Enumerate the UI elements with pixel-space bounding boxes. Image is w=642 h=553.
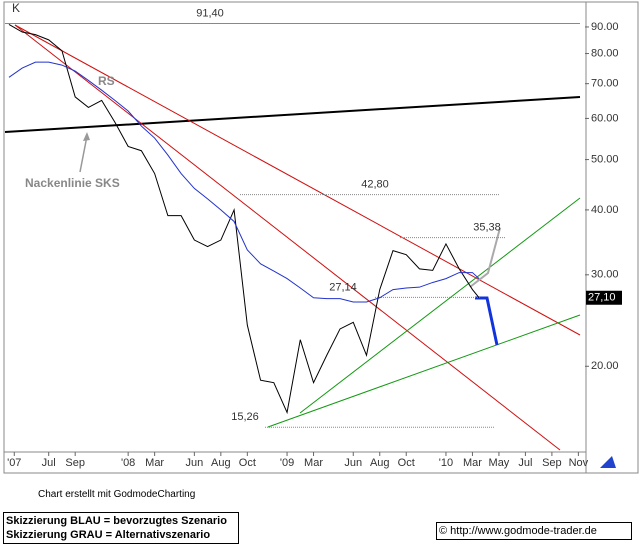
- y-tick-label: 50.00: [591, 153, 619, 165]
- x-tick-label: Sep: [542, 457, 562, 469]
- annotation: K: [12, 1, 20, 15]
- y-tick-label: 40.00: [591, 204, 619, 216]
- y-axis-band: [585, 1, 639, 474]
- y-tick-label: 80.00: [591, 47, 619, 59]
- level-label: 15,26: [231, 411, 259, 423]
- trend-line: [14, 24, 581, 336]
- legend-line: Skizzierung GRAU = Alternativszenario: [6, 529, 211, 541]
- neckline: [4, 96, 581, 133]
- x-tick-label: '07: [7, 457, 21, 469]
- x-tick-label: Mar: [463, 457, 482, 469]
- level-label: 35,38: [473, 222, 501, 234]
- x-tick-label: Jul: [42, 457, 56, 469]
- x-tick-label: Sep: [65, 457, 85, 469]
- plot-frame: [3, 1, 587, 453]
- icon: [600, 456, 616, 468]
- x-tick-label: Jun: [185, 457, 203, 469]
- x-tick-label: Jul: [518, 457, 532, 469]
- url: © http://www.godmode-trader.de: [436, 522, 632, 540]
- x-tick-label: Oct: [398, 457, 415, 469]
- y-tick-label: 20.00: [591, 360, 619, 372]
- y-tick-label: 30.00: [591, 269, 619, 281]
- y-tick-label: 90.00: [591, 21, 619, 33]
- x-tick-label: '10: [439, 457, 453, 469]
- x-tick-label: Aug: [211, 457, 231, 469]
- x-tick-label: May: [489, 457, 510, 469]
- y-tick-label: 70.00: [591, 78, 619, 90]
- x-tick-label: '08: [121, 457, 135, 469]
- trend-lines: [4, 22, 616, 468]
- annotation: RS: [98, 74, 115, 88]
- trend-line: [299, 197, 581, 414]
- arrow-head: [83, 132, 90, 141]
- x-tick-label: '09: [280, 457, 294, 469]
- credit: Chart erstellt mit GodmodeCharting: [38, 489, 196, 500]
- alt-scenario: [469, 227, 501, 288]
- price-line: [8, 24, 480, 415]
- chart: 20.00 30.00 40.00 50.00 60.00 70.00 80.00 90.00…: [3, 1, 639, 474]
- price-line: [8, 61, 480, 303]
- x-tick-label: Oct: [239, 457, 256, 469]
- x-tick-label: Jun: [344, 457, 362, 469]
- y-tick-label: 60.00: [591, 112, 619, 124]
- x-tick-label: Aug: [370, 457, 390, 469]
- x-tick-label: Mar: [304, 457, 323, 469]
- legend-line: Skizzierung BLAU = bevorzugtes Szenario: [6, 515, 227, 527]
- main-scenario: [475, 296, 499, 346]
- level-label: 42,80: [361, 179, 389, 191]
- level-label: 27,14: [329, 281, 357, 293]
- last-price-label: 27,10: [588, 292, 616, 304]
- legend-box: Skizzierung BLAU = bevorzugtes Szenario …: [3, 512, 239, 544]
- trend-line: [267, 314, 581, 428]
- arrow: [79, 135, 88, 173]
- level-label: 91,40: [196, 7, 224, 19]
- last-price-badge: [586, 290, 622, 305]
- annotation: Nackenlinie SKS: [25, 176, 120, 190]
- x-tick-label: Mar: [145, 457, 164, 469]
- trend-line: [14, 24, 561, 451]
- x-tick-label: Nov: [569, 457, 589, 469]
